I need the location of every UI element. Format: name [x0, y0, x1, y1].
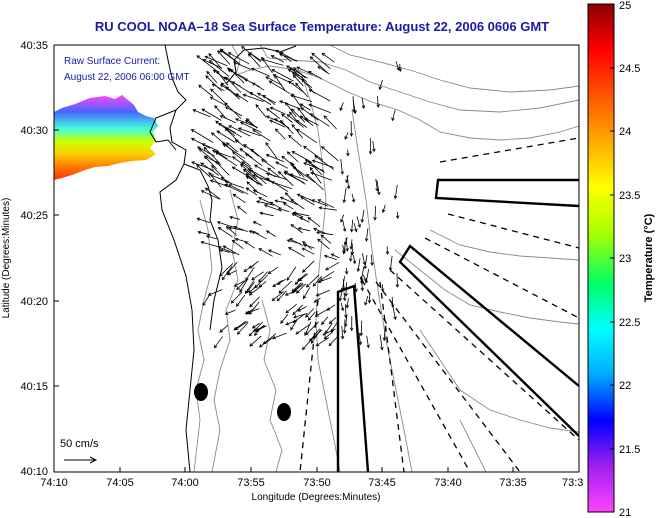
colorbar-tick: 22.5: [619, 317, 640, 329]
colorbar-gradient: [587, 3, 615, 513]
colorbar-tick: 25: [619, 0, 631, 12]
station-marker: [194, 383, 208, 401]
y-tick-label: 40:25: [20, 210, 48, 222]
map-title: RU COOL NOAA–18 Sea Surface Temperature:…: [95, 19, 549, 34]
y-axis-ticks: 40:35 40:30 40:25 40:20 40:15 40:10: [20, 40, 48, 478]
y-axis-label: Latitude (Degrees:Minutes): [1, 198, 12, 319]
x-tick-label: 73:40: [434, 477, 462, 489]
y-tick-label: 40:15: [20, 381, 48, 393]
y-tick-label: 40:20: [20, 296, 48, 308]
colorbar-label: Temperature (°C): [643, 213, 655, 302]
y-tick-label: 40:35: [20, 40, 48, 52]
x-tick-label: 74:00: [171, 477, 199, 489]
colorbar-tick: 21: [619, 507, 631, 518]
sst-patch: [54, 95, 158, 180]
current-legend-line2: August 22, 2006 06:00 GMT: [64, 72, 190, 83]
scale-arrow: [64, 456, 98, 464]
y-tick-label: 40:30: [20, 125, 48, 137]
x-tick-label: 73:55: [237, 477, 265, 489]
colorbar-tick: 23: [619, 253, 631, 265]
station-marker: [277, 403, 291, 421]
x-tick-label: 73:3: [562, 477, 583, 489]
colorbar-tick: 24: [619, 126, 631, 138]
bathymetry-contours: [193, 45, 579, 472]
x-tick-label: 73:50: [303, 477, 331, 489]
colorbar-tick: 24.5: [619, 63, 640, 75]
transect-lines: [299, 137, 579, 472]
x-axis-ticks: 74:10 74:05 74:00 73:55 73:50 73:45 73:4…: [40, 477, 583, 489]
y-tick-label: 40:10: [20, 466, 48, 478]
surface-current-vectors: [190, 45, 402, 351]
plot-area: Raw Surface Current: August 22, 2006 06:…: [53, 44, 580, 473]
axis-tick-marks: [53, 44, 514, 472]
scale-label: 50 cm/s: [60, 438, 99, 450]
colorbar-tick: 22: [619, 380, 631, 392]
x-tick-label: 73:45: [368, 477, 396, 489]
colorbar: 25 24.5 24 23.5 23 22.5 22 21.5 21 Tempe…: [587, 0, 655, 518]
x-tick-label: 74:10: [40, 477, 68, 489]
x-tick-label: 74:05: [106, 477, 134, 489]
colorbar-tick: 21.5: [619, 444, 640, 456]
x-axis-label: Longitude (Degrees:Minutes): [252, 492, 381, 503]
colorbar-tick: 23.5: [619, 190, 640, 202]
x-tick-label: 73:35: [499, 477, 527, 489]
current-legend-line1: Raw Surface Current:: [64, 56, 160, 67]
